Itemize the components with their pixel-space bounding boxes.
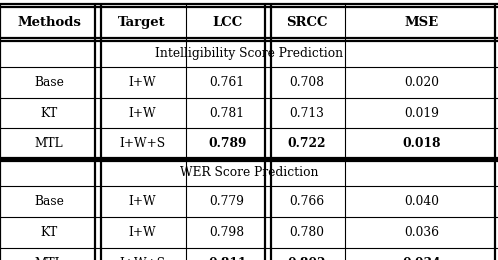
Text: 0.789: 0.789 — [208, 137, 247, 150]
Text: I+W: I+W — [128, 107, 156, 120]
Text: MTL: MTL — [35, 257, 63, 260]
Text: 0.761: 0.761 — [210, 76, 245, 89]
Text: 0.779: 0.779 — [210, 195, 245, 208]
Text: 0.036: 0.036 — [404, 226, 439, 239]
Text: Intelligibility Score Prediction: Intelligibility Score Prediction — [155, 47, 343, 60]
Text: 0.802: 0.802 — [287, 257, 326, 260]
Text: Methods: Methods — [17, 16, 81, 29]
Text: 0.034: 0.034 — [402, 257, 441, 260]
Text: KT: KT — [40, 107, 58, 120]
Text: I+W: I+W — [128, 195, 156, 208]
Text: I+W: I+W — [128, 76, 156, 89]
Text: 0.766: 0.766 — [289, 195, 324, 208]
Text: MSE: MSE — [404, 16, 439, 29]
Text: MTL: MTL — [35, 137, 63, 150]
Text: SRCC: SRCC — [286, 16, 327, 29]
Text: 0.811: 0.811 — [208, 257, 247, 260]
Text: 0.019: 0.019 — [404, 107, 439, 120]
Text: I+W+S: I+W+S — [119, 257, 165, 260]
Text: Base: Base — [34, 76, 64, 89]
Text: I+W: I+W — [128, 226, 156, 239]
Text: 0.722: 0.722 — [287, 137, 326, 150]
Text: 0.018: 0.018 — [402, 137, 441, 150]
Text: 0.020: 0.020 — [404, 76, 439, 89]
Text: Base: Base — [34, 195, 64, 208]
Text: WER Score Prediction: WER Score Prediction — [180, 166, 318, 179]
Text: I+W+S: I+W+S — [119, 137, 165, 150]
Text: 0.713: 0.713 — [289, 107, 324, 120]
Text: 0.780: 0.780 — [289, 226, 324, 239]
Text: 0.798: 0.798 — [210, 226, 245, 239]
Text: KT: KT — [40, 226, 58, 239]
Text: Target: Target — [119, 16, 166, 29]
Text: 0.781: 0.781 — [210, 107, 245, 120]
Text: 0.708: 0.708 — [289, 76, 324, 89]
Text: LCC: LCC — [212, 16, 242, 29]
Text: 0.040: 0.040 — [404, 195, 439, 208]
